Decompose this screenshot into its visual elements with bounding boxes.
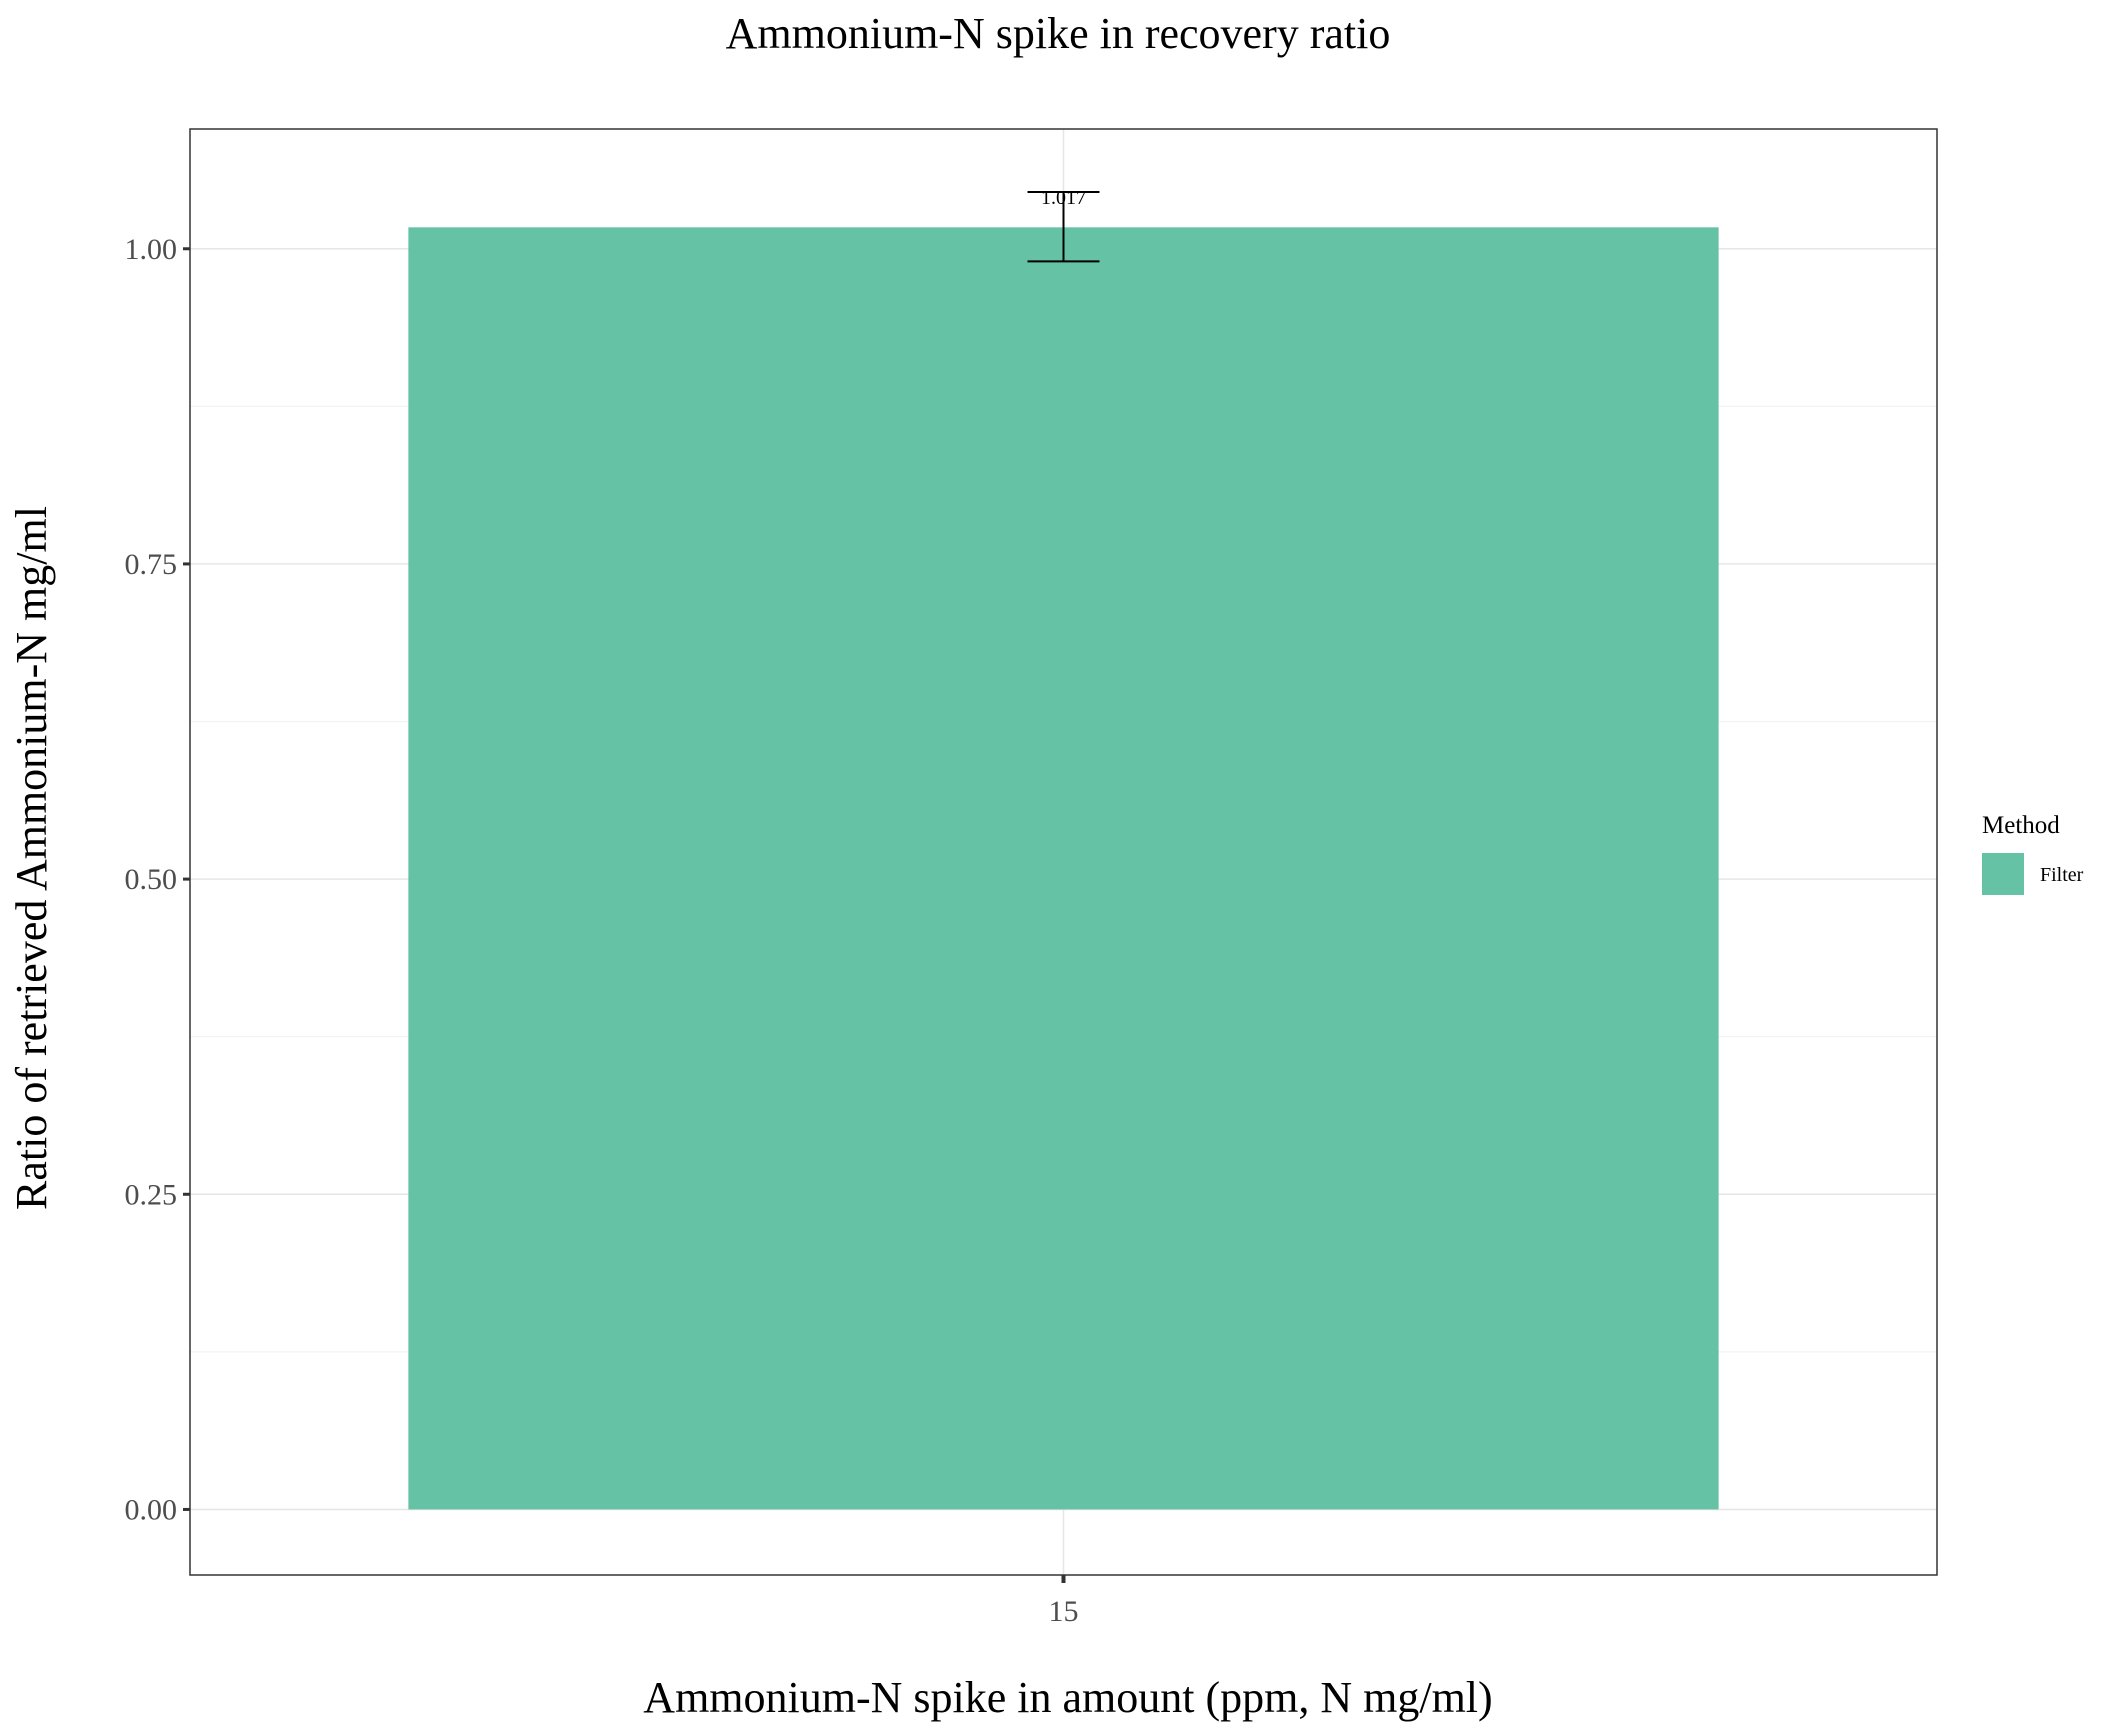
- x-tick-label: 15: [1049, 1595, 1079, 1628]
- y-tick-label: 0.00: [125, 1493, 178, 1526]
- legend-entries: Filter: [1982, 853, 2084, 895]
- y-tick-label: 0.75: [125, 548, 178, 581]
- data-labels: 1.017: [1041, 187, 1086, 209]
- legend-label: Filter: [2040, 864, 2084, 886]
- y-tick-label: 1.00: [125, 233, 178, 266]
- x-axis: 15: [1049, 1575, 1079, 1628]
- chart-title: Ammonium-N spike in recovery ratio: [726, 9, 1391, 58]
- y-axis: 0.00 0.25 0.50 0.75 1.00: [125, 233, 190, 1526]
- legend: Method Filter: [1982, 812, 2084, 895]
- error-bars: [1027, 191, 1100, 263]
- bars: [408, 227, 1719, 1510]
- y-tick-label: 0.25: [125, 1178, 178, 1211]
- x-axis-title: Ammonium-N spike in amount (ppm, N mg/ml…: [643, 1673, 1492, 1722]
- bar: [408, 227, 1719, 1510]
- legend-swatch: [1982, 853, 2024, 895]
- y-axis-title: Ratio of retrieved Ammonium-N mg/ml: [7, 506, 56, 1210]
- legend-title: Method: [1982, 812, 2060, 839]
- y-tick-label: 0.50: [125, 863, 178, 896]
- data-label: 1.017: [1041, 187, 1086, 209]
